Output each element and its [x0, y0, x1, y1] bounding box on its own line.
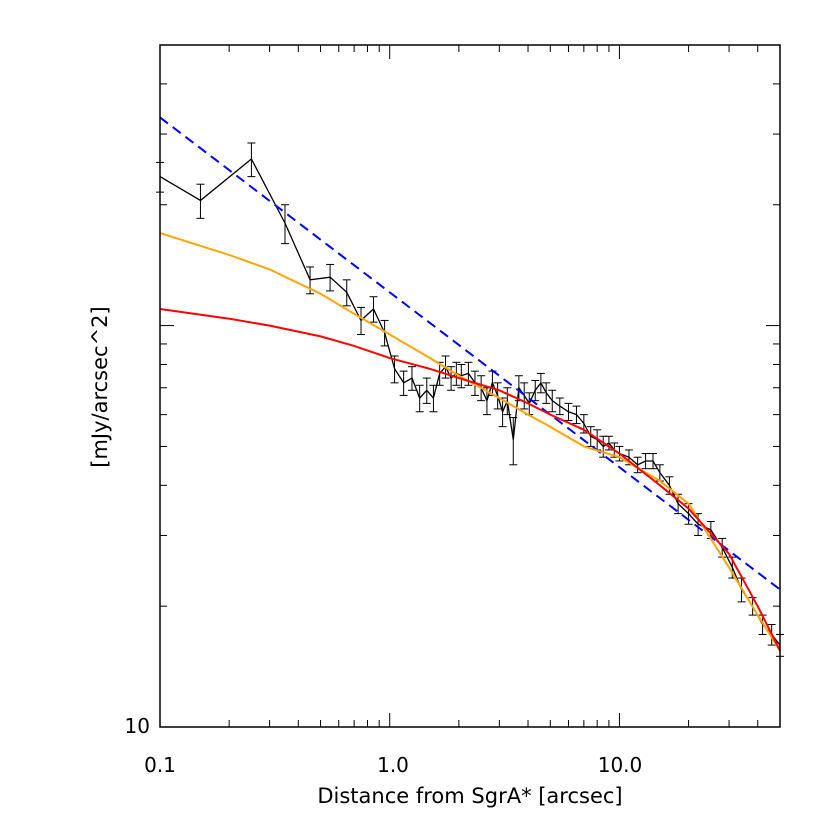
error-bar — [509, 417, 518, 466]
plot-frame — [159, 44, 781, 728]
error-bar — [247, 142, 256, 178]
error-bar — [415, 384, 424, 413]
error-bar — [641, 453, 650, 470]
plot-layer — [156, 116, 784, 657]
error-bar — [380, 319, 389, 347]
error-bar — [493, 382, 502, 410]
error-bar — [390, 355, 399, 384]
axes-layer — [159, 44, 781, 728]
error-bar — [422, 377, 431, 404]
x-tick-label-10.0: 10.0 — [598, 753, 643, 777]
error-bar — [280, 204, 289, 245]
series-2 — [159, 232, 781, 652]
error-bar — [326, 263, 335, 292]
error-bar — [357, 306, 366, 336]
x-axis-label: Distance from SgrA* [arcsec] — [317, 784, 622, 808]
error-bar — [369, 296, 378, 323]
error-bar — [342, 279, 351, 307]
series-1 — [159, 116, 781, 591]
error-bar — [633, 456, 642, 474]
y-tick-label-10: 10 — [125, 714, 150, 738]
error-bar — [548, 389, 557, 413]
error-bar — [520, 382, 529, 410]
error-bar — [536, 372, 545, 394]
series-0-line — [159, 157, 781, 646]
error-bar — [555, 397, 564, 416]
series-3-line — [159, 308, 781, 652]
error-bar — [503, 387, 512, 416]
series-1-line — [159, 116, 781, 591]
error-bar — [196, 183, 205, 219]
series-3 — [159, 308, 781, 652]
error-bar — [649, 453, 658, 470]
series-0 — [156, 142, 784, 657]
y-axis-label: [mJy/arcsec^2] — [88, 306, 112, 468]
error-bar — [542, 382, 551, 404]
error-bar — [407, 366, 416, 391]
error-bar — [564, 402, 573, 422]
series-2-line — [159, 232, 781, 652]
error-bar — [399, 370, 408, 396]
x-tick-label-1.0: 1.0 — [377, 753, 409, 777]
x-tick-label-0.1: 0.1 — [144, 753, 176, 777]
error-bar — [572, 405, 581, 425]
